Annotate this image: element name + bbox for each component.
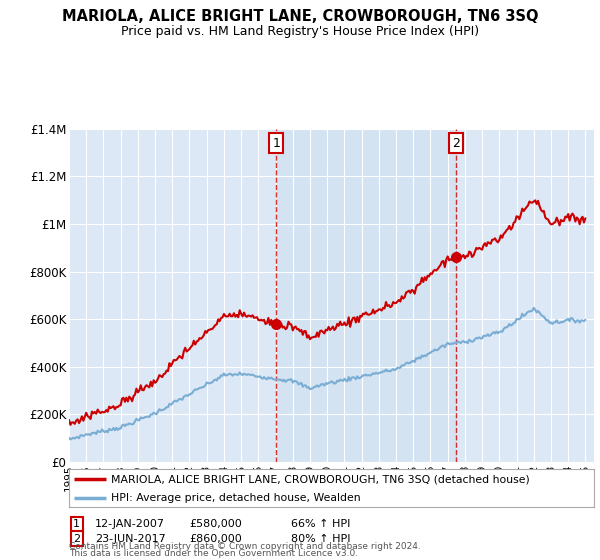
- Text: Contains HM Land Registry data © Crown copyright and database right 2024.: Contains HM Land Registry data © Crown c…: [69, 542, 421, 551]
- Text: MARIOLA, ALICE BRIGHT LANE, CROWBOROUGH, TN6 3SQ (detached house): MARIOLA, ALICE BRIGHT LANE, CROWBOROUGH,…: [111, 474, 530, 484]
- Text: Price paid vs. HM Land Registry's House Price Index (HPI): Price paid vs. HM Land Registry's House …: [121, 25, 479, 38]
- Text: This data is licensed under the Open Government Licence v3.0.: This data is licensed under the Open Gov…: [69, 549, 358, 558]
- Text: 12-JAN-2007: 12-JAN-2007: [95, 519, 165, 529]
- Text: 23-JUN-2017: 23-JUN-2017: [95, 534, 166, 544]
- Text: 1: 1: [272, 137, 280, 150]
- Text: 66% ↑ HPI: 66% ↑ HPI: [291, 519, 350, 529]
- Text: HPI: Average price, detached house, Wealden: HPI: Average price, detached house, Weal…: [111, 493, 361, 503]
- Text: £860,000: £860,000: [189, 534, 242, 544]
- Text: 1: 1: [73, 519, 80, 529]
- Text: MARIOLA, ALICE BRIGHT LANE, CROWBOROUGH, TN6 3SQ: MARIOLA, ALICE BRIGHT LANE, CROWBOROUGH,…: [62, 9, 538, 24]
- Text: £580,000: £580,000: [189, 519, 242, 529]
- Text: 2: 2: [73, 534, 80, 544]
- Text: 2: 2: [452, 137, 460, 150]
- Bar: [276, 129, 456, 462]
- Text: 80% ↑ HPI: 80% ↑ HPI: [291, 534, 350, 544]
